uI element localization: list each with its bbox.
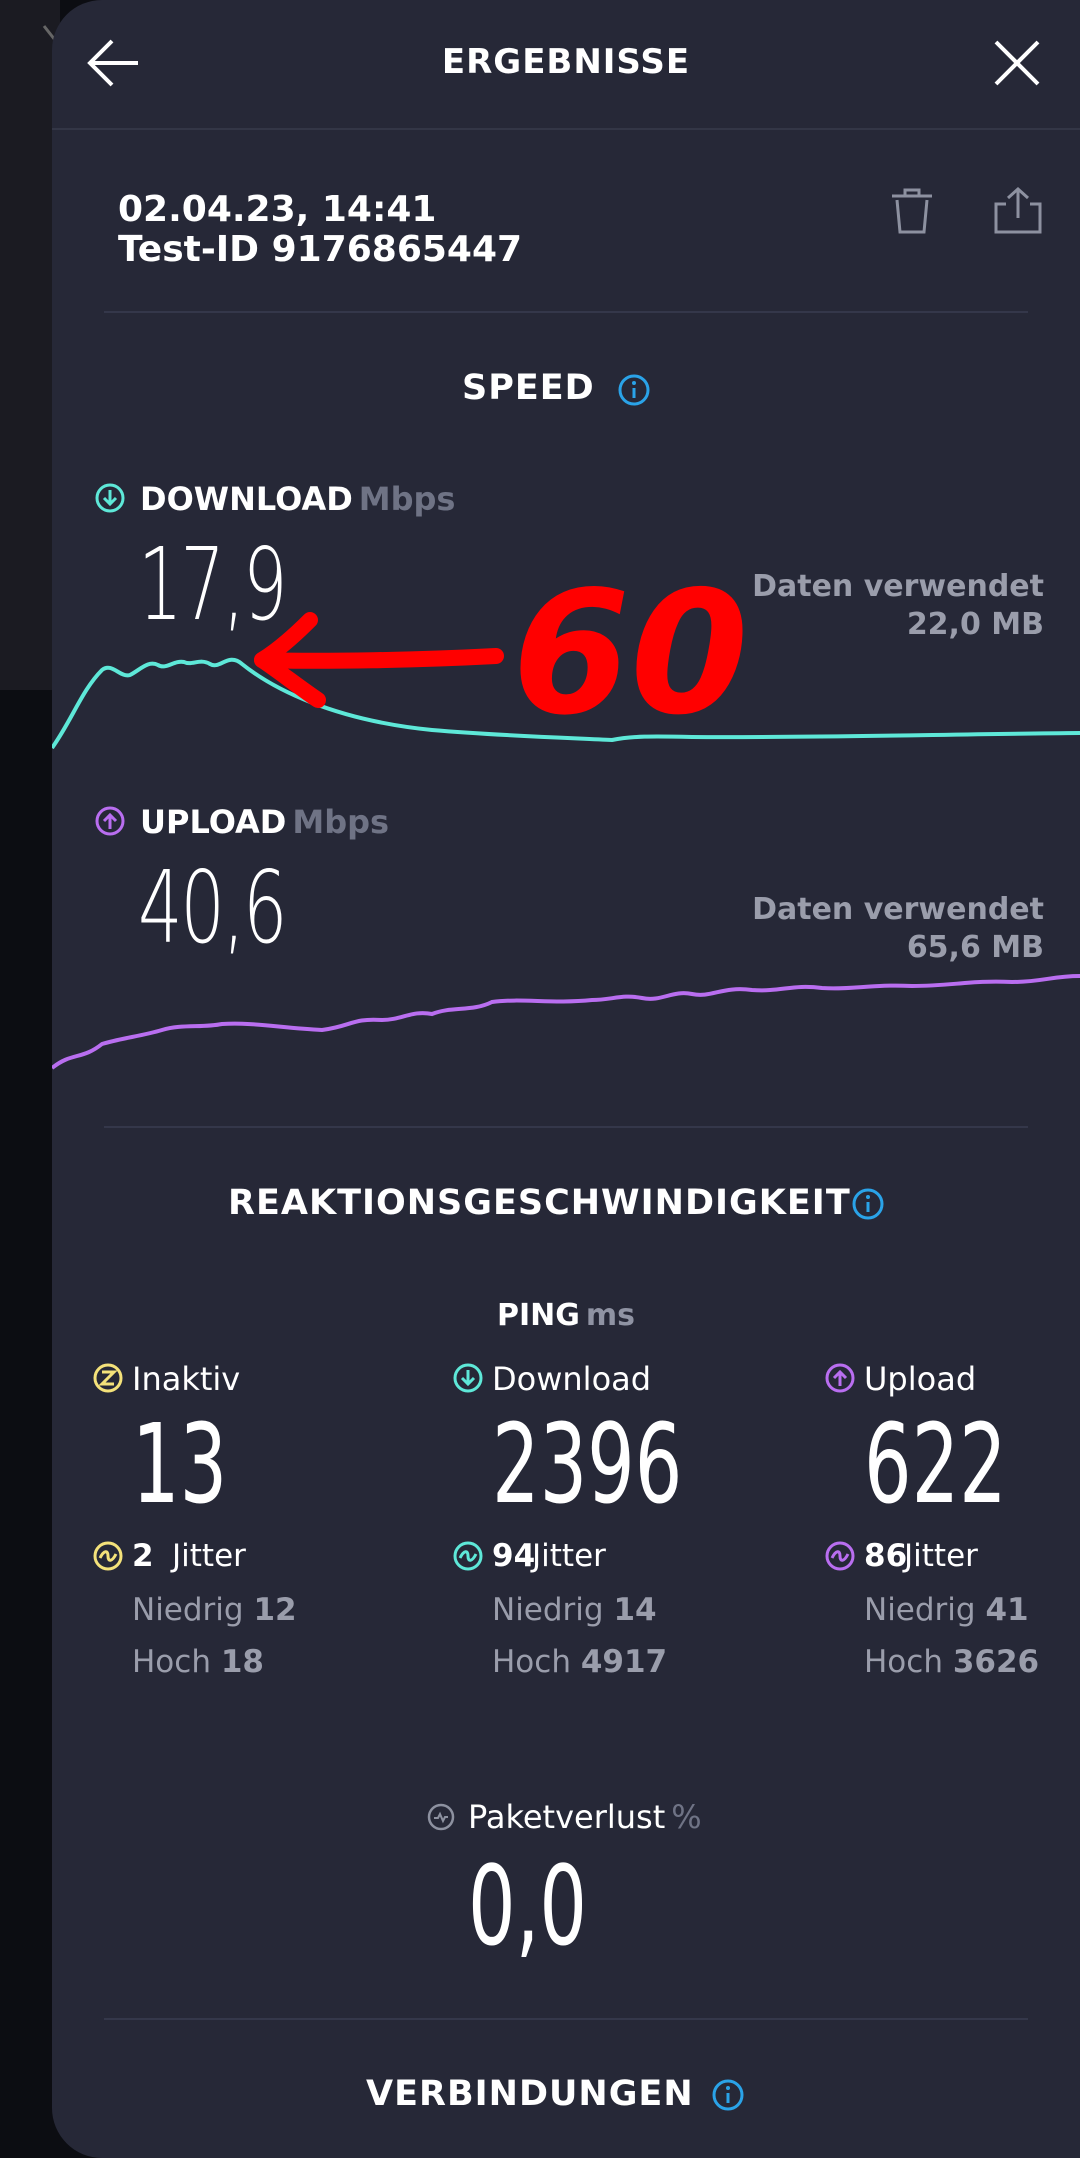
- jitter-upload: Jitter 86: [824, 1538, 1080, 1584]
- ping-download-value: 2396: [492, 1400, 683, 1528]
- background-panel: [0, 0, 60, 690]
- ping-upload-header: Upload: [824, 1360, 1080, 1404]
- jitter-icon: [825, 1541, 855, 1571]
- ping-upload-low: Niedrig 41: [864, 1592, 1029, 1628]
- info-icon[interactable]: [617, 373, 651, 407]
- packet-loss-label: Paketverlust%: [468, 1798, 702, 1836]
- packet-loss-icon: [427, 1803, 455, 1831]
- ping-download-column: Download 2396 Jitter 94 Niedrig 14 Hoch …: [452, 1360, 752, 1688]
- ping-download-header: Download: [452, 1360, 752, 1404]
- download-label: DOWNLOAD Mbps: [140, 480, 456, 518]
- ping-upload-high: Hoch 3626: [864, 1644, 1040, 1680]
- header: ERGEBNISSE: [52, 0, 1080, 130]
- download-arrow-icon: [453, 1363, 483, 1393]
- page-title: ERGEBNISSE: [441, 42, 691, 82]
- trash-icon[interactable]: [888, 186, 936, 236]
- test-meta: 02.04.23, 14:41 Test-ID 9176865447: [118, 190, 522, 270]
- ping-idle-value: 13: [132, 1400, 228, 1528]
- share-icon[interactable]: [992, 186, 1044, 236]
- download-arrow-icon: [95, 483, 125, 513]
- ping-idle-low: Niedrig 12: [132, 1592, 297, 1628]
- jitter-icon: [453, 1541, 483, 1571]
- ping-idle-high: Hoch 18: [132, 1644, 264, 1680]
- info-icon[interactable]: [851, 1187, 885, 1221]
- divider: [104, 311, 1028, 313]
- upload-label: UPLOAD Mbps: [140, 803, 390, 841]
- test-id: Test-ID 9176865447: [118, 229, 523, 270]
- jitter-download: Jitter 94: [452, 1538, 752, 1584]
- packet-loss-value: 0,0: [468, 1842, 587, 1970]
- latency-section-title: REAKTIONSGESCHWINDIGKEIT: [228, 1183, 851, 1223]
- download-data-used: Daten verwendet 22,0 MB: [752, 569, 1044, 642]
- upload-arrow-icon: [95, 806, 125, 836]
- info-icon[interactable]: [711, 2078, 745, 2112]
- results-panel: ERGEBNISSE 02.04.23, 14:41 Test-ID 91768…: [52, 0, 1080, 2158]
- test-datetime: 02.04.23, 14:41: [118, 189, 437, 230]
- upload-arrow-icon: [825, 1363, 855, 1393]
- download-value: 17,9: [138, 526, 288, 643]
- idle-icon: [93, 1363, 123, 1393]
- jitter-icon: [93, 1541, 123, 1571]
- close-icon[interactable]: [992, 38, 1042, 88]
- ping-download-low: Niedrig 14: [492, 1592, 657, 1628]
- ping-upload-column: Upload 622 Jitter 86 Niedrig 41 Hoch 362…: [824, 1360, 1080, 1688]
- ping-idle-column: Inaktiv 13 Jitter 2 Niedrig 12 Hoch 18: [92, 1360, 392, 1688]
- connections-section-title: VERBINDUNGEN: [366, 2074, 694, 2114]
- divider: [104, 2018, 1028, 2020]
- jitter-idle: Jitter 2: [92, 1538, 392, 1584]
- ping-title: PING ms: [496, 1298, 635, 1333]
- ping-upload-value: 622: [864, 1400, 1007, 1528]
- upload-value: 40,6: [138, 849, 288, 966]
- ping-idle-header: Inaktiv: [92, 1360, 392, 1404]
- upload-data-used: Daten verwendet 65,6 MB: [752, 892, 1044, 965]
- ping-download-high: Hoch 4917: [492, 1644, 668, 1680]
- back-arrow-icon[interactable]: [86, 38, 142, 88]
- speed-section-title: SPEED: [462, 368, 595, 408]
- upload-graph: [52, 974, 1080, 1070]
- download-graph: [52, 657, 1080, 750]
- divider: [104, 1126, 1028, 1128]
